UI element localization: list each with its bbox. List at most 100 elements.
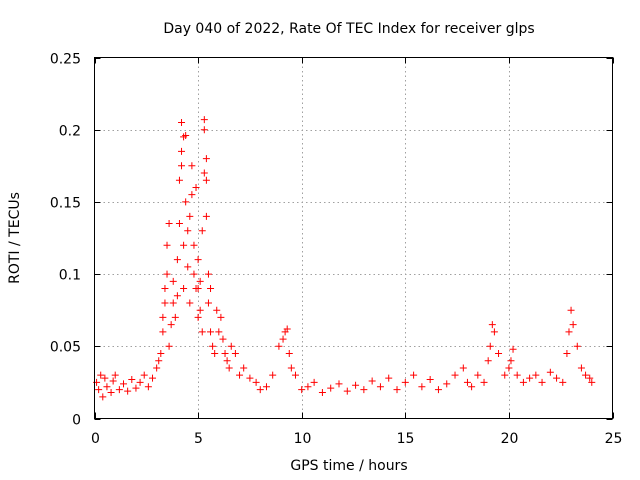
data-point xyxy=(426,376,434,384)
data-point xyxy=(124,387,132,395)
data-point xyxy=(532,371,540,379)
data-point xyxy=(275,342,283,350)
data-point xyxy=(165,342,173,350)
data-point xyxy=(209,342,217,350)
data-point xyxy=(186,212,194,220)
data-point xyxy=(200,126,208,134)
data-point xyxy=(225,364,233,372)
data-point xyxy=(240,364,248,372)
data-point xyxy=(310,378,318,386)
data-point xyxy=(190,270,198,278)
data-point xyxy=(569,321,577,329)
data-point xyxy=(343,387,351,395)
data-point xyxy=(186,299,194,307)
data-point xyxy=(582,371,590,379)
data-point xyxy=(513,371,521,379)
data-point xyxy=(95,386,103,394)
data-point xyxy=(291,371,299,379)
data-point xyxy=(573,342,581,350)
data-point xyxy=(153,364,161,372)
data-point xyxy=(180,285,188,293)
data-point xyxy=(509,345,517,353)
data-point xyxy=(588,378,596,386)
data-point xyxy=(200,116,208,124)
data-point xyxy=(215,328,223,336)
data-point xyxy=(163,241,171,249)
data-point xyxy=(231,350,239,358)
data-point xyxy=(459,364,467,372)
data-point xyxy=(335,380,343,388)
data-point xyxy=(207,285,215,293)
data-point xyxy=(451,371,459,379)
data-point xyxy=(155,357,163,365)
data-point xyxy=(161,299,169,307)
x-tick-label: 20 xyxy=(501,431,519,447)
data-point xyxy=(188,162,196,170)
y-tick-label: 0.1 xyxy=(59,268,81,284)
data-point xyxy=(526,374,534,382)
data-point xyxy=(443,380,451,388)
data-point xyxy=(173,292,181,300)
data-point xyxy=(132,384,140,392)
data-point xyxy=(246,374,254,382)
data-point xyxy=(167,321,175,329)
data-point xyxy=(136,378,144,386)
data-point xyxy=(120,380,128,388)
data-point xyxy=(236,371,244,379)
y-tick-label: 0.15 xyxy=(50,196,81,212)
data-point xyxy=(480,378,488,386)
data-point xyxy=(101,374,109,382)
x-tick-label: 5 xyxy=(194,431,203,447)
data-point xyxy=(505,364,513,372)
data-point xyxy=(103,383,111,391)
data-point xyxy=(223,357,231,365)
data-point xyxy=(217,313,225,321)
y-tick-label: 0.2 xyxy=(59,124,81,140)
data-point xyxy=(107,389,115,397)
data-point xyxy=(256,386,264,394)
grid xyxy=(94,57,613,419)
y-axis-label: ROTI / TECUs xyxy=(7,192,23,284)
data-point xyxy=(194,313,202,321)
data-point xyxy=(283,325,291,333)
data-point xyxy=(169,277,177,285)
data-point xyxy=(567,306,575,314)
data-point xyxy=(352,381,360,389)
data-point xyxy=(190,241,198,249)
data-point xyxy=(495,350,503,358)
data-point xyxy=(490,328,498,336)
y-tick-label: 0.25 xyxy=(50,52,81,68)
data-point xyxy=(109,377,117,385)
data-point xyxy=(262,383,270,391)
axis-ticks: 0 5 10 15 20 25 0 0.05 0.1 0.15 0.2 0.25 xyxy=(50,52,623,448)
data-point xyxy=(474,371,482,379)
y-tick-label: 0.05 xyxy=(50,340,81,356)
data-point xyxy=(298,386,306,394)
data-point xyxy=(202,176,210,184)
y-tick-label: 0 xyxy=(72,413,81,429)
data-point xyxy=(269,371,277,379)
data-points xyxy=(93,116,596,401)
x-tick-label: 10 xyxy=(294,431,312,447)
data-point xyxy=(565,328,573,336)
data-point xyxy=(194,256,202,264)
data-point xyxy=(553,374,561,382)
data-point xyxy=(165,220,173,228)
data-point xyxy=(327,384,335,392)
data-point xyxy=(484,357,492,365)
data-point xyxy=(182,131,190,139)
data-point xyxy=(204,299,212,307)
plot-frame xyxy=(94,57,613,419)
data-point xyxy=(196,306,204,314)
data-point xyxy=(304,383,312,391)
data-point xyxy=(175,220,183,228)
data-point xyxy=(140,371,148,379)
data-point xyxy=(468,383,476,391)
chart-title: Day 040 of 2022, Rate Of TEC Index for r… xyxy=(163,21,534,37)
data-point xyxy=(144,383,152,391)
data-point xyxy=(418,383,426,391)
data-point xyxy=(318,389,326,397)
data-point xyxy=(175,176,183,184)
data-point xyxy=(169,299,177,307)
